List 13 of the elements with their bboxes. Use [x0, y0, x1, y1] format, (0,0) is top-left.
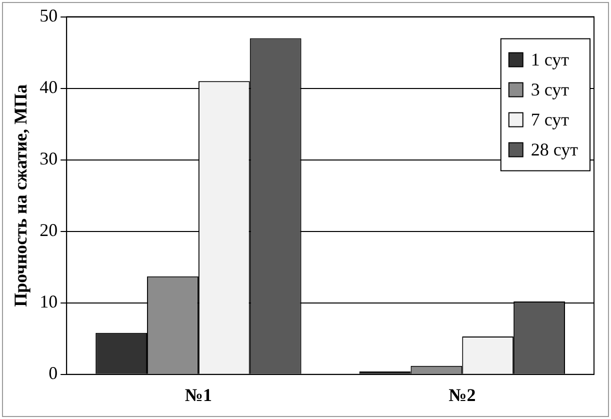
legend-label: 1 сут [530, 50, 570, 70]
y-axis-title: Прочность на сжатие, МПа [10, 84, 30, 307]
y-tick-label: 30 [40, 148, 58, 169]
legend-label: 7 сут [530, 110, 570, 130]
y-tick-label: 0 [48, 363, 58, 384]
y-tick-label: 20 [40, 220, 58, 240]
legend-label: 28 сут [530, 140, 578, 160]
y-tick-label: 10 [40, 292, 58, 312]
legend-label: 3 сут [530, 80, 570, 100]
x-tick-label: №2 [448, 384, 476, 405]
y-tick-label: 50 [40, 6, 58, 26]
x-tick-label: №1 [184, 384, 212, 405]
y-tick-label: 40 [40, 77, 58, 98]
